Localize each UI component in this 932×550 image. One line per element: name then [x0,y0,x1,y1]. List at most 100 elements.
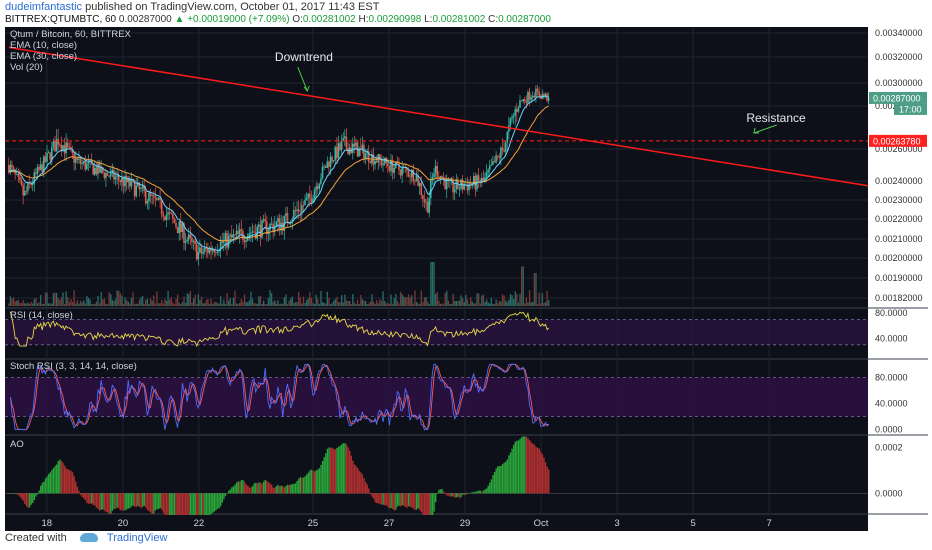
volume-bar [261,303,263,306]
volume-bar [132,292,134,306]
ao-bar [498,466,501,494]
candle-body [35,172,37,174]
volume-bar [266,303,268,306]
volume-bar [368,303,370,306]
ao-bar [280,485,282,494]
author-link[interactable]: dudeimfantastic [5,1,83,13]
downtrend-arrow-head [303,85,310,93]
volume-bar [110,294,112,306]
volume-bar [326,291,328,306]
ao-bar [328,447,330,494]
symbol-label: BITTREX:QTUMBTC, 60 [5,14,117,25]
volume-bar [30,301,32,306]
candle-body [525,100,528,103]
volume-bar [165,300,168,306]
ao-bar [446,493,448,496]
volume-bar [65,291,67,306]
candle-body [52,141,55,148]
candle-body [114,176,117,180]
ao-bar [511,448,513,494]
volume-bar [118,290,120,306]
volume-bar [407,294,410,306]
current-price-label: 0.00287000 [873,93,921,103]
ao-bar [460,493,462,498]
candle-body [452,180,454,193]
ao-bar [471,492,474,494]
volume-bar [113,301,115,306]
volume-bar [38,302,40,306]
ao-bar [153,493,155,514]
candle-body [453,189,456,193]
volume-bar [137,303,139,306]
tradingview-link[interactable]: TradingView [106,532,168,544]
volume-bar [63,303,66,306]
ao-bar [89,493,91,504]
volume-bar [313,303,316,306]
volume-bar [169,299,171,306]
candle-body [216,251,219,253]
volume-bar [415,301,418,306]
rsi-tick-label: 40.0000 [875,334,908,344]
ao-bar [261,483,263,494]
candle-body [168,212,171,214]
volume-bar [356,299,359,306]
volume-bar [178,302,180,306]
ao-bar [315,470,317,494]
volume-bar [341,295,343,306]
candle-body [520,100,523,102]
ao-bar [385,493,388,506]
ao-bar [216,493,219,509]
candle-body [417,175,419,186]
volume-bar [40,294,42,306]
volume-bar [43,303,45,306]
ao-bar [119,493,122,511]
ao-bar [404,493,407,508]
volume-bar [35,297,37,306]
ao-bar [215,493,217,511]
candle-body [197,252,200,260]
ao-bar [12,493,15,494]
downtrend-arrow [297,66,308,92]
ao-bar [14,493,16,494]
candle-body [361,144,364,149]
candle-body [334,147,337,161]
volume-bar [25,303,28,306]
candle-body [328,161,330,167]
candle-body [140,188,142,190]
ao-bar [59,459,61,494]
ao-bar [145,493,147,508]
volume-bar [49,303,51,306]
candle-body [535,88,537,98]
volume-bar [189,290,192,306]
volume-bar [140,297,142,306]
candle-body [243,240,246,242]
current-price-tag [869,91,927,104]
ao-bar [368,488,370,494]
chart-canvas[interactable]: Downtrend Resistance Qtum / Bitcoin, 60, B… [0,27,932,532]
volume-bar [355,303,357,306]
volume-bar [376,300,378,306]
volume-bar [248,300,250,306]
volume-bar [457,301,459,306]
candle-body [240,229,243,231]
candle-body [324,166,327,168]
ao-bar [417,493,419,509]
ao-bar [245,484,247,494]
volume-bar [428,303,430,306]
legend-entry: EMA (30, close) [10,51,77,62]
ao-bar [458,493,461,499]
ao-bar [231,487,233,494]
ao-bar [181,493,184,523]
ao-bar [154,493,157,511]
ao-bar [497,466,499,494]
volume-bar [36,303,39,306]
ao-bar [441,489,443,494]
volume-bar [348,300,351,306]
ao-bar [122,493,125,511]
ao-bar [30,493,32,505]
candle-body [425,201,427,203]
volume-bar [269,290,271,306]
volume-bar [533,273,536,306]
ao-bar [341,444,343,494]
candle-body [466,184,469,191]
